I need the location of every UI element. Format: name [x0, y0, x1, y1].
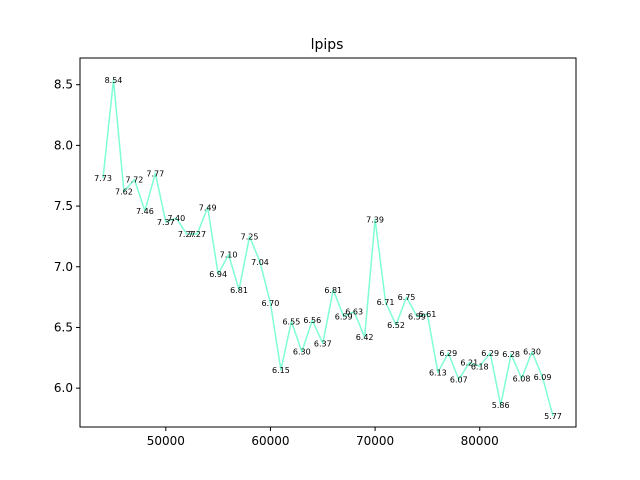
data-label: 6.59: [335, 313, 353, 322]
data-label: 7.72: [126, 175, 144, 184]
data-label: 6.30: [523, 348, 541, 357]
data-label: 7.39: [366, 215, 384, 224]
data-label: 6.55: [282, 317, 300, 326]
data-label: 6.56: [303, 316, 321, 325]
data-label: 7.77: [146, 169, 164, 178]
y-tick-label: 7.5: [54, 199, 73, 213]
data-label: 6.30: [293, 348, 311, 357]
data-label: 6.13: [429, 368, 447, 377]
data-label: 6.59: [408, 313, 426, 322]
data-label: 7.62: [115, 188, 133, 197]
x-tick-label: 50000: [147, 434, 185, 448]
data-label: 6.21: [460, 359, 478, 368]
plot-frame: [79, 57, 577, 428]
plot-area: 7.738.547.627.727.467.777.377.407.277.27…: [94, 76, 562, 421]
data-label: 8.54: [105, 76, 123, 85]
data-label: 7.04: [251, 258, 269, 267]
x-tick-label: 80000: [461, 434, 499, 448]
data-label: 7.46: [136, 207, 154, 216]
data-label: 6.52: [387, 321, 405, 330]
data-label: 6.94: [209, 270, 227, 279]
data-label: 7.27: [178, 230, 196, 239]
data-label: 5.86: [492, 401, 510, 410]
data-label: 7.40: [167, 214, 185, 223]
data-label: 6.29: [439, 349, 457, 358]
series-line: [102, 79, 554, 417]
data-label: 6.08: [513, 374, 531, 383]
y-tick-label: 8.0: [54, 138, 73, 152]
y-tick-label: 8.5: [54, 78, 73, 92]
x-tick-label: 70000: [356, 434, 394, 448]
data-label: 7.49: [199, 203, 217, 212]
data-label: 6.15: [272, 366, 290, 375]
data-label: 6.28: [502, 350, 520, 359]
data-label: 6.61: [419, 310, 437, 319]
data-label: 7.27: [188, 230, 206, 239]
data-label: 6.81: [324, 286, 342, 295]
data-label: 7.10: [220, 251, 238, 260]
data-label: 6.29: [481, 349, 499, 358]
data-label: 6.71: [377, 298, 395, 307]
data-label: 6.37: [314, 339, 332, 348]
data-label: 6.42: [356, 333, 374, 342]
y-axis: 6.0 6.5 7.0 7.5 8.0 8.5: [54, 78, 80, 395]
data-label: 7.73: [94, 174, 112, 183]
chart-title: lpips: [311, 37, 344, 53]
y-tick-label: 6.0: [54, 381, 73, 395]
data-label: 5.77: [544, 412, 562, 421]
x-tick-label: 60000: [251, 434, 289, 448]
data-label: 6.70: [262, 299, 280, 308]
y-tick-label: 6.5: [54, 320, 73, 334]
y-tick-label: 7.0: [54, 260, 73, 274]
data-label: 6.18: [471, 362, 489, 371]
data-label: 6.07: [450, 376, 468, 385]
data-label: 7.25: [241, 232, 259, 241]
data-label: 6.09: [534, 373, 552, 382]
data-label: 6.63: [345, 308, 363, 317]
data-label: 7.37: [157, 218, 175, 227]
data-label: 6.75: [398, 293, 416, 302]
data-label: 6.81: [230, 286, 248, 295]
x-axis: 50000 60000 70000 80000: [147, 427, 499, 448]
